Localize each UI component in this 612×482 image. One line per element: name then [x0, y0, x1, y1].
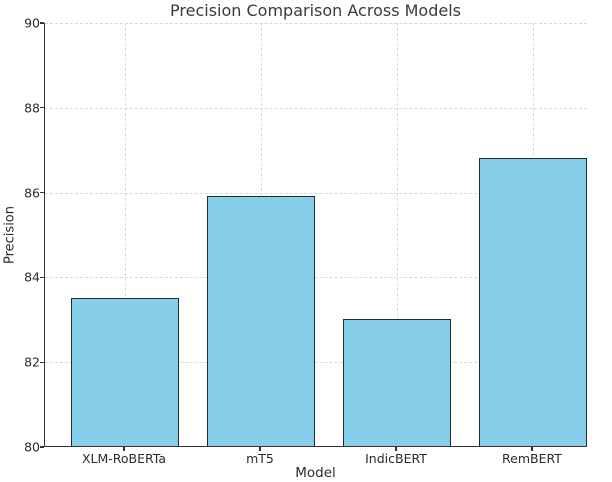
bar-mT5 [207, 195, 315, 446]
y-tick-label: 84 [24, 269, 40, 285]
horizontal-gridline [45, 107, 587, 109]
y-tick-mark [40, 276, 44, 279]
y-tick-mark [40, 361, 44, 363]
bar-RemBERT [479, 157, 587, 446]
x-tick-label-mT5: mT5 [246, 451, 274, 466]
y-axis-label: Precision [2, 205, 18, 265]
y-tick-mark [40, 22, 44, 24]
x-tick-mark [259, 447, 261, 451]
x-tick-mark [531, 447, 533, 451]
y-tick-label: 82 [24, 354, 40, 370]
bar-IndicBERT [343, 318, 451, 446]
x-tick-label-RemBERT: RemBERT [502, 451, 562, 466]
x-tick-mark [123, 447, 125, 451]
horizontal-gridline [45, 277, 587, 279]
horizontal-gridline [45, 362, 587, 364]
y-tick-mark [40, 107, 44, 109]
x-tick-label-XLM-RoBERTa: XLM-RoBERTa [81, 451, 167, 466]
x-tick-mark [395, 447, 397, 451]
y-tick-label: 80 [24, 439, 40, 455]
x-axis-label: Model [295, 465, 336, 481]
vertical-gridline [125, 23, 126, 446]
y-tick-mark [40, 191, 44, 194]
y-tick-mark [40, 446, 44, 448]
horizontal-gridline [45, 192, 587, 194]
plot-area [44, 23, 587, 447]
horizontal-gridline [45, 23, 587, 24]
x-tick-label-IndicBERT: IndicBERT [365, 451, 427, 466]
y-tick-label: 88 [24, 100, 40, 116]
y-tick-label: 90 [24, 15, 40, 31]
vertical-gridline [397, 23, 398, 446]
bar-XLM-RoBERTa [71, 297, 179, 446]
y-tick-label: 86 [24, 185, 40, 201]
chart-title: Precision Comparison Across Models [170, 1, 461, 20]
